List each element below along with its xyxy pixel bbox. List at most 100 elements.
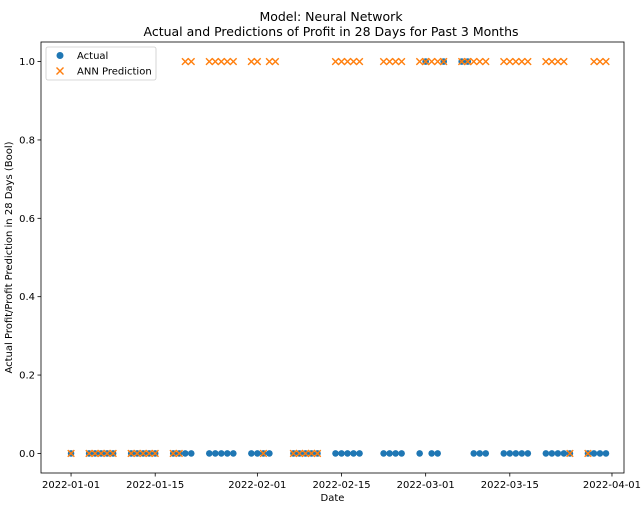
prediction-point — [596, 57, 604, 66]
legend-actual-marker — [56, 52, 64, 59]
prediction-point — [427, 57, 436, 66]
prediction-point — [463, 57, 472, 66]
prediction-point — [385, 57, 394, 66]
prediction-point — [469, 57, 478, 66]
actual-point — [338, 450, 345, 457]
actual-point — [380, 450, 387, 457]
prediction-point — [103, 449, 111, 458]
prediction-point — [355, 57, 364, 66]
prediction-point — [391, 57, 400, 66]
actual-point — [356, 450, 363, 457]
legend-actual-label: Actual — [77, 51, 108, 62]
x-tick-label: 2022-03-15 — [481, 480, 539, 491]
prediction-point — [307, 449, 316, 458]
actual-point — [500, 450, 508, 457]
prediction-point — [499, 57, 508, 66]
prediction-point — [133, 449, 141, 458]
prediction-point — [524, 57, 532, 66]
y-tick-label: 0.6 — [19, 214, 35, 225]
x-tick-label: 2022-04-01 — [583, 480, 641, 491]
prediction-point — [337, 57, 346, 66]
actual-point — [524, 450, 532, 457]
prediction-point — [331, 57, 340, 66]
prediction-point — [542, 57, 550, 66]
prediction-point — [145, 449, 153, 458]
prediction-point — [584, 449, 592, 458]
prediction-point — [271, 57, 280, 66]
prediction-point — [602, 57, 610, 66]
y-axis-label: Actual Profit/Profit Prediction in 28 Da… — [4, 141, 15, 373]
y-tick-label: 0.2 — [19, 371, 35, 382]
actual-point — [560, 450, 568, 457]
actual-point — [332, 450, 339, 457]
actual-point — [248, 450, 255, 457]
y-tick-label: 1.0 — [19, 57, 35, 68]
prediction-point — [301, 449, 310, 458]
actual-point — [512, 450, 520, 457]
y-axis-ticks: 0.0 0.2 0.4 0.6 0.8 1.0 — [19, 57, 41, 460]
prediction-point — [91, 449, 99, 458]
prediction-point — [247, 57, 256, 66]
actual-point — [386, 450, 393, 457]
actual-point — [181, 450, 189, 457]
legend: Actual ANN Prediction — [45, 46, 157, 81]
actual-point — [434, 450, 441, 457]
actual-point — [416, 450, 423, 457]
actual-point — [602, 450, 610, 457]
prediction-point — [548, 57, 556, 66]
prediction-point — [223, 57, 232, 66]
prediction-point — [313, 449, 322, 458]
actual-point — [518, 450, 526, 457]
prediction-point — [265, 57, 274, 66]
prediction-point — [205, 57, 214, 66]
series-ann-prediction — [67, 57, 610, 458]
prediction-point — [457, 57, 466, 66]
x-tick-label: 2022-01-15 — [126, 480, 184, 491]
prediction-point — [379, 57, 388, 66]
y-tick-label: 0.4 — [19, 292, 35, 303]
x-axis-ticks: 2022-01-01 2022-01-15 2022-02-01 2022-02-15… — [42, 473, 641, 491]
prediction-point — [475, 57, 484, 66]
actual-point — [398, 450, 405, 457]
prediction-point — [181, 57, 190, 66]
legend-frame — [45, 46, 157, 81]
prediction-point — [566, 449, 574, 458]
actual-point — [596, 450, 604, 457]
y-tick-label: 0.0 — [19, 449, 35, 460]
x-tick-label: 2022-02-01 — [228, 480, 286, 491]
actual-point — [590, 450, 598, 457]
prediction-point — [253, 57, 262, 66]
prediction-point — [151, 449, 159, 458]
actual-point — [554, 450, 562, 457]
prediction-point — [295, 449, 304, 458]
prediction-point — [439, 57, 448, 66]
prediction-point — [217, 57, 226, 66]
actual-point — [470, 450, 478, 457]
actual-point — [482, 450, 490, 457]
x-tick-label: 2022-01-01 — [42, 480, 100, 491]
prediction-point — [289, 449, 298, 458]
actual-point — [230, 450, 237, 457]
x-axis-label: Date — [321, 493, 345, 504]
actual-point — [218, 450, 225, 457]
actual-point — [211, 450, 219, 457]
chart-subtitle: Actual and Predictions of Profit in 28 D… — [143, 24, 518, 39]
prediction-point — [67, 449, 75, 458]
prediction-point — [349, 57, 358, 66]
prediction-point — [433, 57, 442, 66]
prediction-point — [415, 57, 424, 66]
prediction-point — [259, 449, 268, 458]
actual-point — [187, 450, 195, 457]
x-tick-label: 2022-03-01 — [397, 480, 455, 491]
legend-prediction-marker — [56, 67, 64, 75]
prediction-point — [590, 57, 598, 66]
actual-point — [506, 450, 514, 457]
prediction-point — [187, 57, 196, 66]
actual-point — [224, 450, 231, 457]
chart-title: Model: Neural Network — [259, 9, 403, 24]
prediction-point — [169, 449, 178, 458]
prediction-point — [127, 449, 135, 458]
prediction-point — [397, 57, 406, 66]
prediction-point — [109, 449, 117, 458]
